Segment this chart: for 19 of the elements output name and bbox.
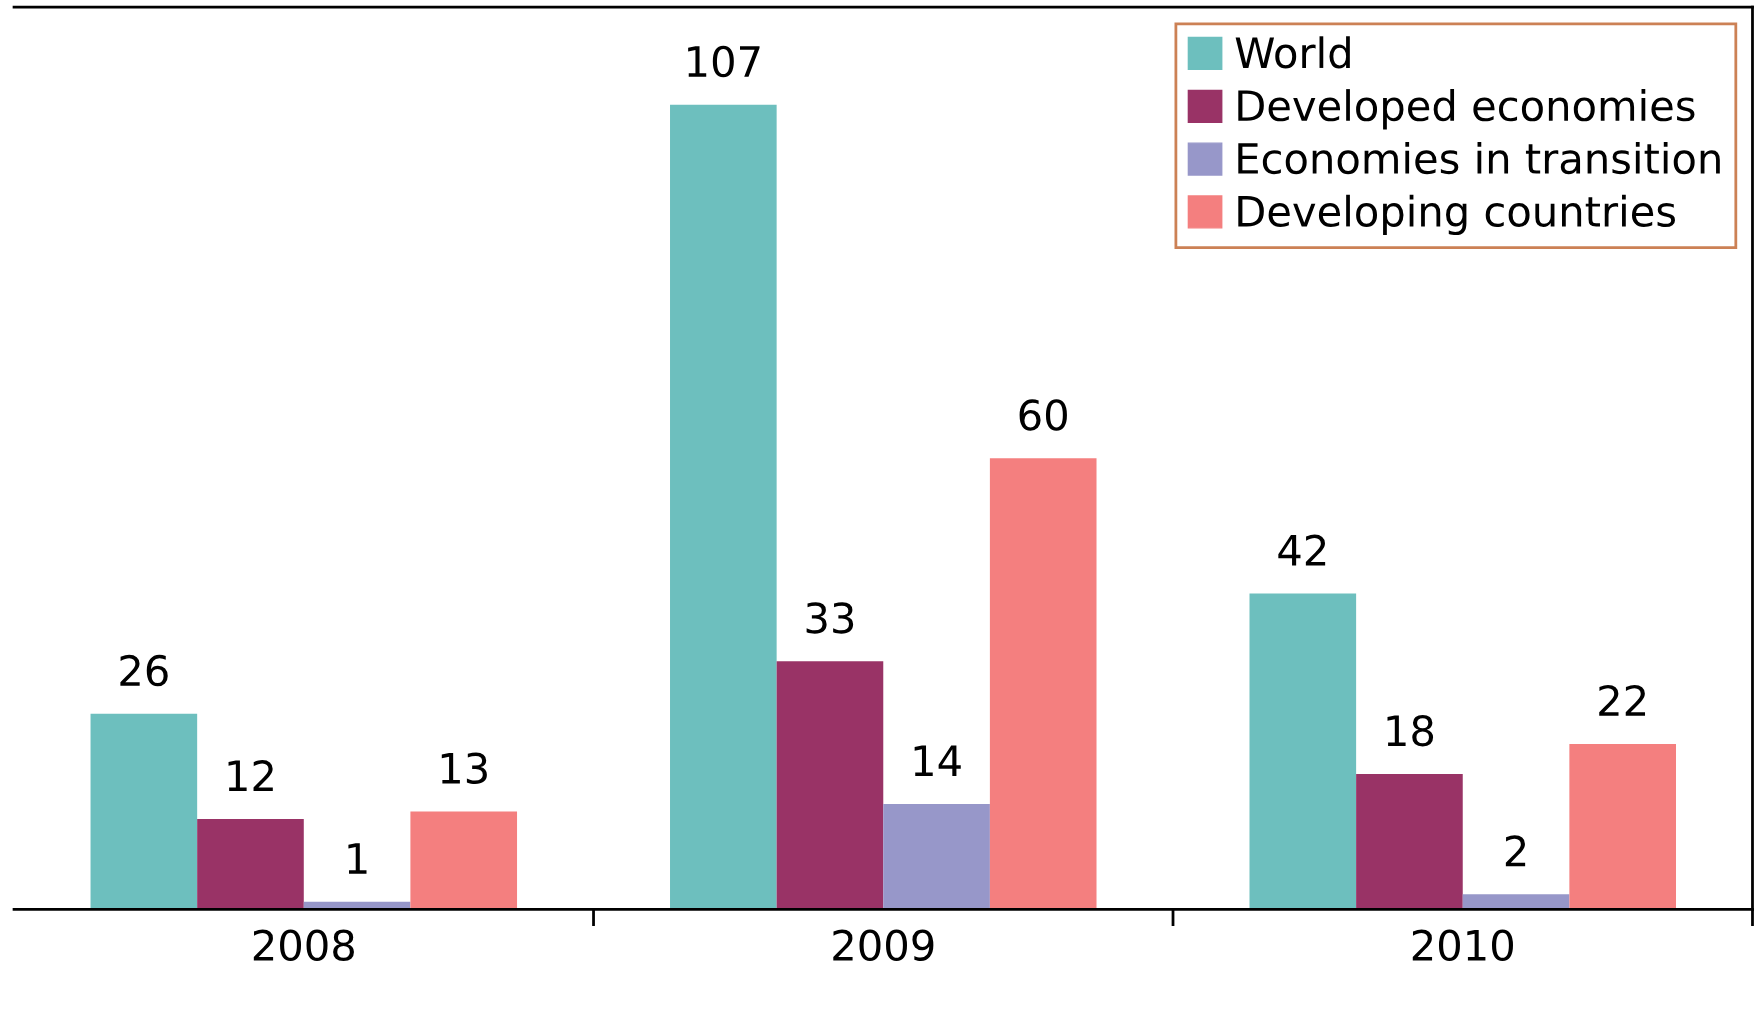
x-tick-label: 2008 [253,929,354,962]
data-label: 1 [348,843,367,874]
data-label: 60 [1019,399,1067,431]
data-label: 42 [1278,534,1326,566]
data-label: 13 [441,752,487,785]
data-label: 2 [1505,835,1526,867]
data-label: 26 [120,654,168,687]
x-tick-label: 2009 [833,929,934,962]
data-label: 14 [914,745,961,776]
legend-label: Developed economies [1238,89,1695,130]
data-label: 107 [688,45,760,78]
x-tick-label: 2010 [1412,929,1513,962]
data-label: 22 [1599,684,1646,716]
data-label: 33 [806,602,854,634]
legend-label: Developing countries [1238,194,1675,236]
legend-label: Economies in transition [1238,141,1720,175]
legend-label: World [1235,36,1350,69]
data-label: 18 [1387,714,1434,747]
data-label: 12 [228,760,273,791]
